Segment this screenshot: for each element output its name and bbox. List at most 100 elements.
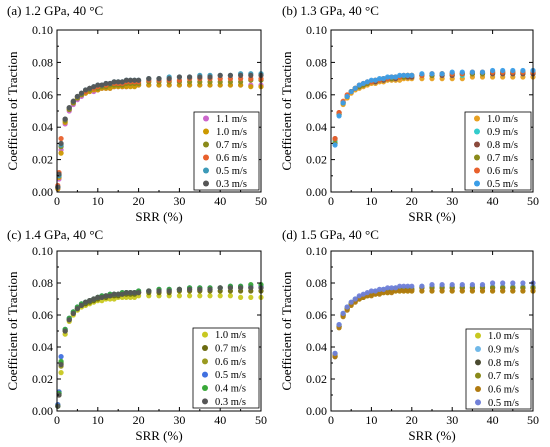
x-axis-label: SRR (%) (135, 209, 182, 224)
data-point (166, 76, 172, 82)
x-tick-label: 0 (54, 413, 60, 427)
legend: 1.0 m/s 0.9 m/s 0.8 m/s 0.7 m/s 0.6 m/s 0.5 m… (465, 328, 532, 410)
data-point (187, 286, 193, 292)
data-point (376, 286, 383, 292)
data-point (66, 105, 72, 111)
data-point (136, 77, 142, 83)
legend-label: 0.5 m/s (215, 370, 246, 381)
legend-marker (475, 359, 481, 366)
y-tick-label: 0.10 (306, 23, 327, 37)
data-point (66, 317, 72, 323)
y-tick-label: 0.04 (32, 340, 53, 354)
data-point (123, 290, 129, 296)
data-point (56, 392, 62, 398)
chart-panel-3: (d) 1.5 GPa, 40 °C 0 10 20 30 40 50 0.00 0.02 0.0… (279, 227, 539, 443)
x-tick-label: 50 (527, 413, 539, 427)
data-point (55, 403, 61, 409)
legend-label: 0.4 m/s (215, 384, 246, 395)
data-point (207, 293, 213, 299)
data-point (500, 67, 506, 74)
data-point (389, 285, 395, 291)
data-point (372, 288, 379, 294)
legend-label: 1.0 m/s (488, 331, 519, 342)
y-tick-label: 0.10 (32, 23, 53, 37)
data-point (510, 280, 516, 286)
data-point (397, 72, 403, 78)
legend-box (193, 111, 260, 191)
data-point (248, 294, 254, 300)
legend-label: 0.8 m/s (488, 358, 519, 369)
legend-label: 0.9 m/s (487, 127, 518, 138)
y-tick-label: 0.08 (32, 55, 53, 69)
legend-label: 0.5 m/s (488, 398, 519, 409)
y-axis-label: Coefficient of Traction (5, 271, 20, 390)
legend-marker (474, 128, 480, 135)
y-tick-label: 0.04 (306, 120, 327, 134)
legend-label: 1.1 m/s (216, 114, 247, 125)
legend-marker (202, 371, 208, 378)
legend-label: 1.0 m/s (216, 127, 247, 138)
legend-label: 0.5 m/s (216, 166, 247, 177)
x-tick-label: 40 (214, 194, 226, 208)
data-point (376, 291, 383, 297)
legend-label: 0.3 m/s (216, 179, 247, 190)
data-point (136, 290, 142, 296)
data-point (103, 293, 109, 299)
data-point (449, 282, 455, 288)
x-tick-label: 50 (255, 194, 267, 208)
data-point (166, 288, 172, 294)
data-point (340, 310, 346, 316)
legend-label: 1.0 m/s (215, 330, 246, 341)
data-point (360, 80, 366, 87)
y-axis-label: Coefficient of Traction (5, 51, 20, 170)
data-point (372, 77, 379, 83)
x-tick-label: 0 (328, 413, 334, 427)
data-point (356, 82, 362, 88)
data-point (393, 285, 399, 291)
legend-label: 0.7 m/s (488, 371, 519, 382)
data-point (439, 71, 445, 77)
data-point (176, 286, 182, 292)
data-point (87, 85, 93, 91)
data-point (459, 288, 465, 294)
data-point (340, 100, 346, 106)
data-point (127, 290, 134, 296)
data-point (187, 74, 193, 80)
data-point (520, 67, 526, 74)
series-5 (332, 67, 536, 148)
data-point (401, 288, 407, 294)
data-point (99, 82, 105, 88)
data-point (207, 286, 213, 292)
data-point (332, 135, 338, 142)
data-point (429, 71, 435, 77)
legend-label: 1.0 m/s (487, 114, 518, 125)
data-point (238, 294, 244, 300)
legend-marker (202, 398, 208, 405)
legend-label: 0.5 m/s (487, 179, 518, 190)
legend-label: 0.6 m/s (216, 153, 247, 164)
x-tick-label: 30 (173, 413, 185, 427)
data-point (238, 72, 244, 78)
data-point (187, 293, 193, 299)
data-point (459, 69, 465, 75)
legend-marker (203, 128, 209, 135)
x-axis-label: SRR (%) (408, 209, 455, 224)
data-point (332, 350, 338, 356)
data-point (389, 74, 395, 80)
data-point (95, 294, 101, 300)
data-point (131, 77, 138, 83)
data-point (82, 299, 89, 305)
legend-marker (202, 385, 208, 391)
legend: 1.0 m/s 0.7 m/s 0.6 m/s 0.5 m/s 0.4 m/s 0.3 m… (192, 327, 260, 409)
data-point (119, 79, 125, 85)
legend-marker (475, 346, 481, 352)
data-point (356, 293, 362, 299)
data-point (127, 77, 134, 83)
legend-marker (474, 167, 480, 174)
data-point (70, 310, 76, 316)
legend-box (465, 328, 532, 410)
data-point (197, 286, 203, 292)
data-point (58, 150, 64, 156)
data-point (217, 72, 223, 78)
data-point (479, 288, 486, 294)
